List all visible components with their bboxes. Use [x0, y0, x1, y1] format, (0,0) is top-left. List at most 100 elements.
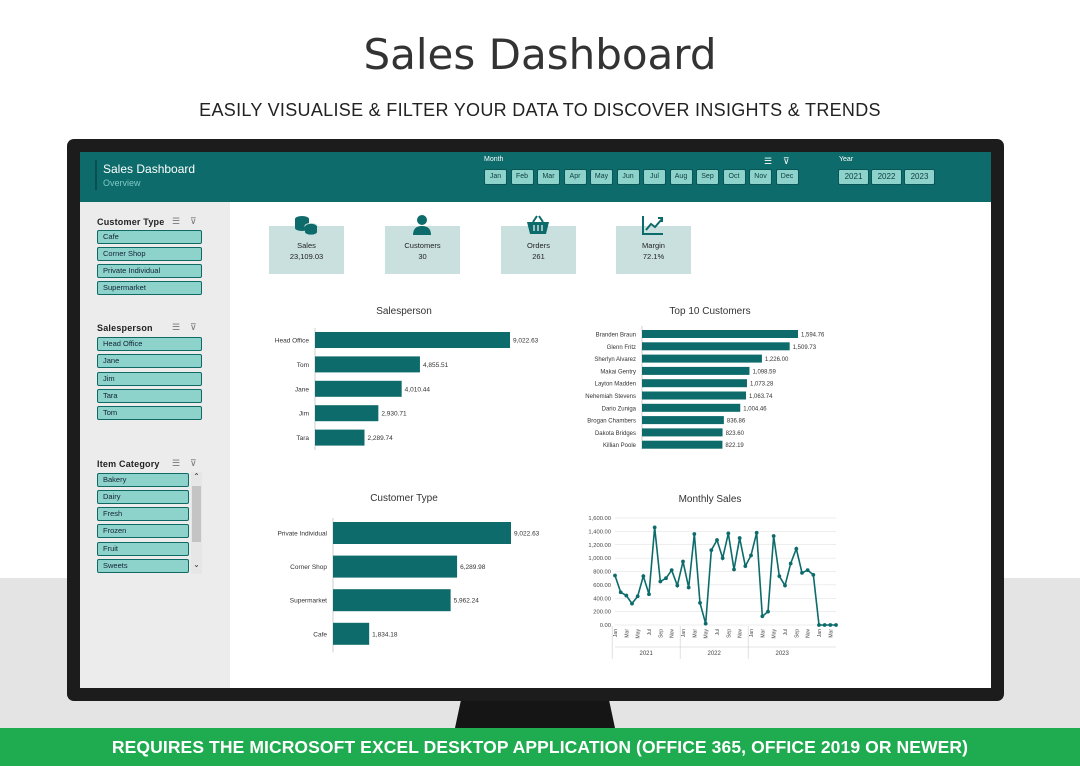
scroll-up-icon[interactable]: ⌃ [193, 472, 200, 481]
bar [333, 522, 511, 544]
data-point [652, 525, 657, 530]
data-label: 1,594.76 [801, 333, 825, 339]
data-point [618, 590, 623, 595]
slicer-item-frozen[interactable]: Frozen [97, 524, 189, 538]
slicer-item-sweets[interactable]: Sweets [97, 559, 189, 573]
sales-line [614, 527, 836, 626]
month-button-may[interactable]: May [590, 169, 613, 185]
monthly-sales-chart: 0.00 200.00 400.00 600.00 800.00 1,000.00 1,20… [588, 516, 838, 659]
data-label: 6,289.98 [460, 564, 486, 571]
slicer-item-head-office[interactable]: Head Office [97, 337, 202, 351]
scroll-down-icon[interactable]: ⌄ [193, 560, 200, 569]
data-label-bg [750, 365, 781, 376]
month-button-jul[interactable]: Jul [643, 169, 666, 185]
slicer-item-tara[interactable]: Tara [97, 389, 202, 403]
data-point [647, 592, 651, 597]
month-button-apr[interactable]: Apr [563, 169, 587, 185]
slicer-item-fruit[interactable]: Fruit [97, 542, 189, 556]
data-point [641, 574, 646, 579]
slicer-item-private-individual[interactable]: Private Individual [97, 264, 202, 278]
slicer-item-jane[interactable]: Jane [97, 354, 202, 368]
x-tick-label: Sep [658, 629, 664, 638]
category-label: Sherlyn Alvarez [594, 357, 636, 363]
slicer-item-jim[interactable]: Jim [97, 372, 202, 386]
month-button-dec[interactable]: Dec [775, 169, 799, 185]
year-button-2021[interactable]: 2021 [838, 169, 869, 185]
salesperson-chart-title: Salesperson [376, 306, 432, 317]
data-label-bg [420, 359, 454, 370]
clear-filter-icon[interactable]: ⊽ [190, 216, 197, 226]
clear-filter-icon[interactable]: ⊽ [190, 458, 197, 468]
data-point [754, 530, 759, 535]
month-button-oct[interactable]: Oct [722, 169, 746, 185]
month-button-jan[interactable]: Jan [484, 169, 507, 185]
data-label: 836.86 [727, 419, 746, 425]
kpi-label: Margin [642, 241, 665, 250]
data-point [766, 609, 770, 614]
data-point [720, 556, 725, 561]
month-button-aug[interactable]: Aug [669, 169, 693, 185]
scrollbar-thumb[interactable] [192, 486, 201, 542]
data-label-bg [379, 408, 412, 419]
bar [333, 555, 458, 578]
x-tick-label: Nov [670, 629, 676, 638]
top-customers-chart-title: Top 10 Customers [669, 306, 751, 317]
slicer-item-corner-shop[interactable]: Corner Shop [97, 247, 202, 261]
x-tick-label: Sep [794, 629, 800, 638]
category-label: Jim [299, 411, 309, 418]
data-point [834, 623, 838, 627]
slicer-item-tom[interactable]: Tom [97, 406, 202, 420]
y-tick-label: 600.00 [593, 583, 611, 589]
top-customers-chart: Branden Braun 1,594.76 Glenn Fritz 1,509.73… [585, 326, 830, 450]
month-slicer-label: Month [484, 156, 504, 163]
multi-select-icon[interactable]: ☰ [172, 458, 181, 468]
year-button-2022[interactable]: 2022 [871, 169, 902, 185]
y-tick-label: 800.00 [593, 570, 611, 576]
data-label-bg [799, 329, 830, 339]
requirements-banner: REQUIRES THE MICROSOFT EXCEL DESKTOP APP… [0, 728, 1080, 766]
bar [642, 330, 798, 338]
coins-icon [295, 216, 318, 235]
slicer-item-supermarket[interactable]: Supermarket [97, 281, 202, 295]
clear-filter-icon[interactable]: ⊽ [783, 156, 790, 166]
data-label: 1,063.74 [749, 394, 773, 400]
slicer-item-cafe[interactable]: Cafe [97, 230, 202, 244]
category-label: Nehemiah Stevens [585, 394, 636, 400]
month-button-sep[interactable]: Sep [696, 169, 719, 185]
y-tick-label: 1,200.00 [588, 543, 611, 549]
bar [315, 429, 365, 446]
multi-select-icon[interactable]: ☰ [764, 156, 773, 166]
month-button-feb[interactable]: Feb [510, 169, 534, 185]
data-label: 1,509.73 [793, 345, 817, 351]
year-label: 2023 [775, 651, 789, 657]
multi-select-icon[interactable]: ☰ [172, 322, 181, 332]
clear-filter-icon[interactable]: ⊽ [190, 322, 197, 332]
kpi-label: Customers [404, 241, 441, 250]
month-button-mar[interactable]: Mar [537, 169, 560, 185]
year-button-2023[interactable]: 2023 [904, 169, 935, 185]
bar [315, 380, 402, 397]
person-icon [413, 215, 431, 235]
slicer-item-bakery[interactable]: Bakery [97, 473, 189, 487]
data-label: 4,855.51 [423, 362, 449, 369]
month-button-nov[interactable]: Nov [749, 169, 772, 185]
x-tick-label: Mar [624, 629, 630, 638]
x-tick-label: Jan [749, 629, 755, 637]
x-tick-label: Jan [681, 629, 687, 637]
multi-select-icon[interactable]: ☰ [172, 216, 181, 226]
data-point [794, 546, 799, 551]
category-label: Makai Gentry [600, 369, 636, 375]
category-label: Private Individual [278, 531, 328, 538]
month-button-jun[interactable]: Jun [616, 169, 640, 185]
slicer-item-dairy[interactable]: Dairy [97, 490, 189, 504]
slicer-item-fresh[interactable]: Fresh [97, 507, 189, 521]
data-point [743, 564, 748, 569]
x-tick-label: Jul [647, 629, 653, 635]
x-tick-label: May [704, 629, 710, 639]
data-point [749, 553, 753, 558]
bar [642, 391, 747, 400]
data-point [732, 567, 736, 572]
x-tick-label: Sep [726, 629, 732, 638]
x-tick-label: Mar [692, 629, 698, 638]
data-label-bg [451, 595, 485, 606]
